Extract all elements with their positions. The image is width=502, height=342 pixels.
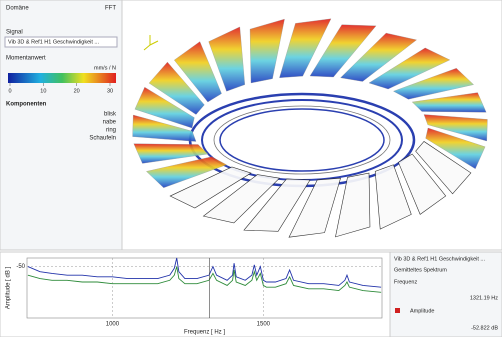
component-item[interactable]: ring [106,128,116,134]
signal-value[interactable]: Vib 3D & Ref1 H1 Geschwindigkeit ... [8,39,99,45]
signal-dropdown[interactable] [4,36,118,48]
rp-spectrum: Gemitteltes Spektrum [394,267,447,273]
domain-label: Domäne [6,6,29,12]
blade [132,114,197,142]
blade [174,41,222,103]
x-tick-label: 1000 [106,322,120,328]
blade [398,153,447,215]
spectrum-line [27,266,382,293]
y-tick-label: -50 [16,264,25,270]
component-item[interactable]: blisk [104,112,117,118]
y-axis-label: Amplitude [ dB ] [6,266,12,309]
axis-triad [143,35,159,51]
domain-value[interactable]: FFT [105,6,116,12]
blade [134,86,195,129]
blade [148,61,205,115]
signal-label: Signal [6,30,23,36]
rp-amplitude-value: -52.822 dB [471,325,498,331]
blade [393,68,474,100]
spectrum-line [27,257,382,288]
rp-frequency-label: Frequenz [394,279,417,285]
x-axis-label: Frequenz [ Hz ] [184,330,225,336]
colorbar-tick-label: 30 [107,88,113,94]
momentanwert-label: Momentanwert [6,56,46,62]
blade [368,47,451,90]
unit: mm/s / N [94,65,116,71]
colorbar-tick-label: 0 [8,88,11,94]
blade [279,18,332,78]
plot-area [26,257,383,319]
colorbar-tick-label: 20 [74,88,80,94]
blade [288,177,341,238]
rp-signal: Vib 3D & Ref1 H1 Geschwindigkeit ... [394,256,485,262]
blade [411,92,487,113]
blade [335,172,371,238]
ring [219,108,385,172]
blade [169,166,252,209]
blade [423,114,488,142]
blade [243,178,311,232]
blisk-model [132,18,488,238]
components-label: Komponenten [6,102,47,108]
blade [309,24,377,78]
blade [249,18,285,84]
blade [208,26,245,92]
x-tick-label: 1500 [257,322,271,328]
blade [133,143,209,164]
blade [374,164,412,230]
amplitude-marker [395,308,400,313]
component-item[interactable]: nabe [103,120,117,126]
rp-amplitude-label: Amplitude [410,308,434,314]
blade [146,156,227,188]
blade [425,127,486,170]
colorbar-tick-label: 10 [40,88,46,94]
blade [202,174,281,224]
rp-frequency-value: 1321.19 Hz [470,295,498,301]
blade [415,141,472,195]
component-item[interactable]: Schaufeln [89,136,116,142]
ring [213,105,391,175]
blade [340,32,417,82]
colorbar [8,73,116,83]
right-panel [389,251,502,338]
